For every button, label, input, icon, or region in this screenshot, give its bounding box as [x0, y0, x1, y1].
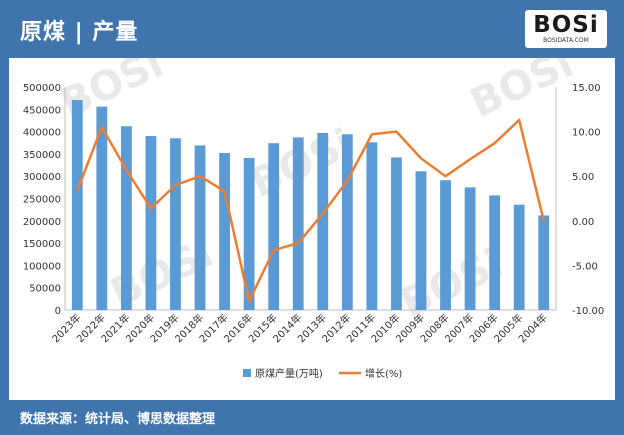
- bar: [538, 215, 550, 310]
- line-series: [76, 118, 545, 303]
- brand-logo: BOSi BOSIDATA.COM: [525, 10, 607, 48]
- y-right-tick-label: -10.00: [572, 306, 604, 317]
- watermark: BOSi: [464, 58, 580, 127]
- bar: [145, 136, 157, 310]
- bar: [170, 138, 181, 310]
- bar: [391, 157, 402, 310]
- bar: [292, 137, 304, 310]
- y-left-tick-label: 0: [55, 306, 61, 317]
- header: 原煤 | 产量 BOSi BOSIDATA.COM: [0, 0, 624, 58]
- bar: [268, 143, 280, 310]
- y-left-tick-label: 350000: [23, 150, 61, 161]
- y-left-tick-label: 100000: [23, 261, 61, 272]
- bar: [317, 132, 329, 310]
- bar: [489, 195, 501, 310]
- bar-series: [71, 99, 550, 311]
- watermark-layer: BOSi BOSi BOSi BOSi BOSi: [54, 58, 580, 327]
- bar: [96, 106, 108, 311]
- bar: [415, 171, 427, 310]
- logo-text: BOSi: [533, 12, 599, 38]
- y-axis-left-ticks: 0 50000 100000 150000 200000 250000 300000 3500…: [23, 83, 61, 317]
- y-left-tick-label: 50000: [29, 284, 61, 295]
- watermark: BOSi: [54, 58, 170, 127]
- y-left-tick-label: 400000: [23, 128, 61, 139]
- legend: 原煤产量(万吨) 增长(%): [243, 367, 402, 380]
- y-right-tick-label: 15.00: [572, 83, 601, 94]
- y-left-tick-label: 450000: [23, 105, 61, 116]
- growth-line: [76, 118, 545, 303]
- bar: [440, 180, 451, 310]
- page-title: 原煤 | 产量: [20, 20, 139, 45]
- y-left-tick-label: 200000: [23, 217, 61, 228]
- bar: [464, 187, 476, 310]
- source-note: 数据来源：统计局、博思数据整理: [20, 412, 216, 427]
- bar: [194, 145, 206, 310]
- bar: [71, 99, 83, 311]
- chart-panel: BOSi BOSi BOSi BOSi BOSi 2023年2022年2021年…: [9, 58, 615, 400]
- y-left-tick-label: 150000: [23, 239, 61, 250]
- y-right-tick-label: 5.00: [572, 172, 594, 183]
- logo-subtext: BOSIDATA.COM: [543, 37, 589, 44]
- coal-production-chart: BOSi BOSi BOSi BOSi BOSi 2023年2022年2021年…: [23, 58, 604, 380]
- y-left-tick-label: 300000: [23, 172, 61, 183]
- bar: [513, 204, 525, 310]
- legend-bar-label: 原煤产量(万吨): [255, 367, 323, 380]
- y-right-tick-label: 0.00: [572, 217, 594, 228]
- bar: [219, 153, 230, 310]
- legend-bar-swatch: [243, 369, 251, 377]
- y-left-tick-label: 250000: [23, 195, 61, 206]
- bar: [366, 142, 378, 310]
- y-left-tick-label: 500000: [23, 83, 61, 94]
- y-right-tick-label: 10.00: [572, 128, 601, 139]
- bar: [341, 134, 353, 310]
- y-axis-right-ticks: -10.00 -5.00 0.00 5.00 10.00 15.00: [572, 83, 604, 317]
- bar: [243, 157, 255, 310]
- bar: [120, 126, 132, 310]
- y-right-tick-label: -5.00: [572, 261, 598, 272]
- legend-line-label: 增长(%): [365, 367, 402, 380]
- x-axis-ticks: 2023年2022年2021年2020年2019年2018年2017年2016年…: [49, 311, 550, 345]
